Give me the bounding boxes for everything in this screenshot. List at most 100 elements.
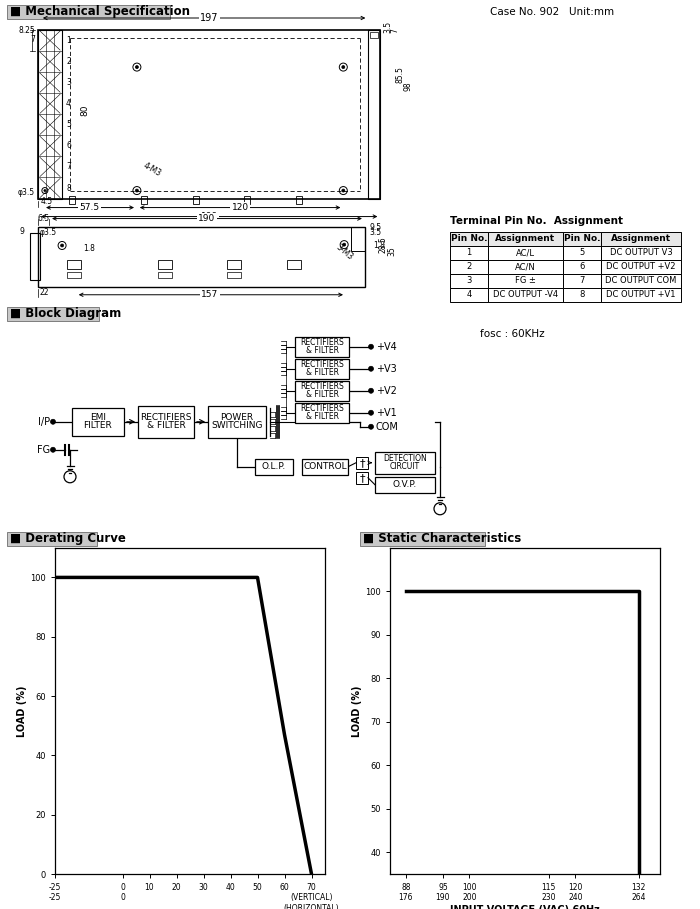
Text: CONTROL: CONTROL <box>303 463 346 471</box>
Bar <box>356 472 368 484</box>
Circle shape <box>135 65 139 68</box>
Bar <box>360 532 485 545</box>
Text: AC/L: AC/L <box>516 248 535 257</box>
Text: & FILTER: & FILTER <box>305 413 339 421</box>
Bar <box>7 532 97 545</box>
Bar <box>563 260 601 274</box>
Text: 8: 8 <box>580 290 584 299</box>
Text: Pin No.: Pin No. <box>451 234 487 243</box>
Text: RECTIFIERS: RECTIFIERS <box>300 405 344 414</box>
Bar <box>158 260 172 269</box>
Bar <box>72 408 124 435</box>
Text: 1.8: 1.8 <box>83 244 95 253</box>
Text: 4: 4 <box>466 290 472 299</box>
Bar <box>69 195 75 204</box>
Bar <box>450 274 488 287</box>
Circle shape <box>368 388 374 394</box>
Text: DC OUTPUT +V2: DC OUTPUT +V2 <box>606 262 676 271</box>
Circle shape <box>50 419 55 425</box>
Bar <box>67 260 81 269</box>
Text: ■ Static Characteristics: ■ Static Characteristics <box>363 533 522 545</box>
Circle shape <box>61 244 64 247</box>
Text: 85.5: 85.5 <box>395 65 405 83</box>
Bar <box>375 452 435 474</box>
Bar <box>193 195 199 204</box>
Bar <box>38 30 380 198</box>
Bar <box>244 195 251 204</box>
Bar <box>450 260 488 274</box>
Circle shape <box>368 425 374 429</box>
Bar <box>450 245 488 260</box>
Circle shape <box>368 345 374 349</box>
Bar <box>295 336 349 356</box>
Text: 4: 4 <box>66 99 71 108</box>
Text: DC OUTPUT V3: DC OUTPUT V3 <box>610 248 673 257</box>
Bar <box>158 272 172 278</box>
Bar <box>38 226 365 286</box>
Text: φ3.5: φ3.5 <box>18 187 35 196</box>
Text: 28.5: 28.5 <box>379 236 388 253</box>
Text: +V4: +V4 <box>376 342 397 352</box>
Bar <box>368 30 380 198</box>
Text: EMI: EMI <box>90 414 106 423</box>
Text: DETECTION: DETECTION <box>383 454 427 464</box>
Text: 3.5: 3.5 <box>384 21 392 33</box>
Text: 57.5: 57.5 <box>80 203 99 212</box>
Text: DC OUTPUT +V1: DC OUTPUT +V1 <box>606 290 676 299</box>
Text: 8: 8 <box>66 184 71 193</box>
Text: 190: 190 <box>198 214 215 223</box>
Text: ■ Derating Curve: ■ Derating Curve <box>10 533 126 545</box>
Y-axis label: LOAD (%): LOAD (%) <box>352 685 363 736</box>
Text: 157: 157 <box>202 290 218 299</box>
Text: 3: 3 <box>466 276 472 285</box>
Text: 9: 9 <box>19 227 24 236</box>
Text: +V1: +V1 <box>376 408 397 418</box>
Text: RECTIFIERS: RECTIFIERS <box>300 338 344 347</box>
Bar <box>302 459 348 474</box>
Bar <box>563 287 601 302</box>
Bar <box>601 287 681 302</box>
Text: 98: 98 <box>403 82 412 91</box>
Text: FILTER: FILTER <box>83 421 113 430</box>
Bar <box>295 381 349 401</box>
Text: ■ Mechanical Specification: ■ Mechanical Specification <box>10 5 190 18</box>
Bar <box>351 226 365 251</box>
Text: 6: 6 <box>66 142 71 150</box>
Bar <box>228 260 241 269</box>
Text: Terminal Pin No.  Assignment: Terminal Pin No. Assignment <box>450 215 623 225</box>
Text: RECTIFIERS: RECTIFIERS <box>300 383 344 391</box>
X-axis label: INPUT VOLTAGE (VAC) 60Hz: INPUT VOLTAGE (VAC) 60Hz <box>450 905 600 909</box>
Text: 7: 7 <box>66 163 71 172</box>
Bar <box>488 245 563 260</box>
Text: 2: 2 <box>466 262 472 271</box>
Bar <box>138 405 194 438</box>
Text: 80: 80 <box>80 105 90 116</box>
Bar <box>563 245 601 260</box>
Text: †: † <box>359 458 365 468</box>
Text: 8.25: 8.25 <box>18 26 35 35</box>
Text: 4.5: 4.5 <box>41 196 53 205</box>
Bar <box>563 274 601 287</box>
Text: 7: 7 <box>30 35 35 44</box>
Text: I/P: I/P <box>38 416 50 426</box>
Text: +V3: +V3 <box>376 364 397 374</box>
Text: 4-M3: 4-M3 <box>142 161 163 178</box>
Circle shape <box>44 190 46 192</box>
Bar <box>228 272 241 278</box>
Text: 3-M3: 3-M3 <box>334 243 354 262</box>
Bar <box>450 287 488 302</box>
Text: Assignment: Assignment <box>611 234 671 243</box>
Text: 35: 35 <box>388 246 397 255</box>
Text: Pin No.: Pin No. <box>564 234 601 243</box>
Bar <box>601 260 681 274</box>
Text: 199: 199 <box>200 212 218 221</box>
Bar <box>488 260 563 274</box>
Text: ■ Block Diagram: ■ Block Diagram <box>10 307 121 320</box>
Text: AC/N: AC/N <box>515 262 536 271</box>
Bar <box>255 459 293 474</box>
Text: FG: FG <box>37 445 50 454</box>
Text: 9.5: 9.5 <box>370 223 382 232</box>
Text: RECTIFIERS: RECTIFIERS <box>300 360 344 369</box>
Bar <box>295 403 349 423</box>
Circle shape <box>50 447 55 453</box>
